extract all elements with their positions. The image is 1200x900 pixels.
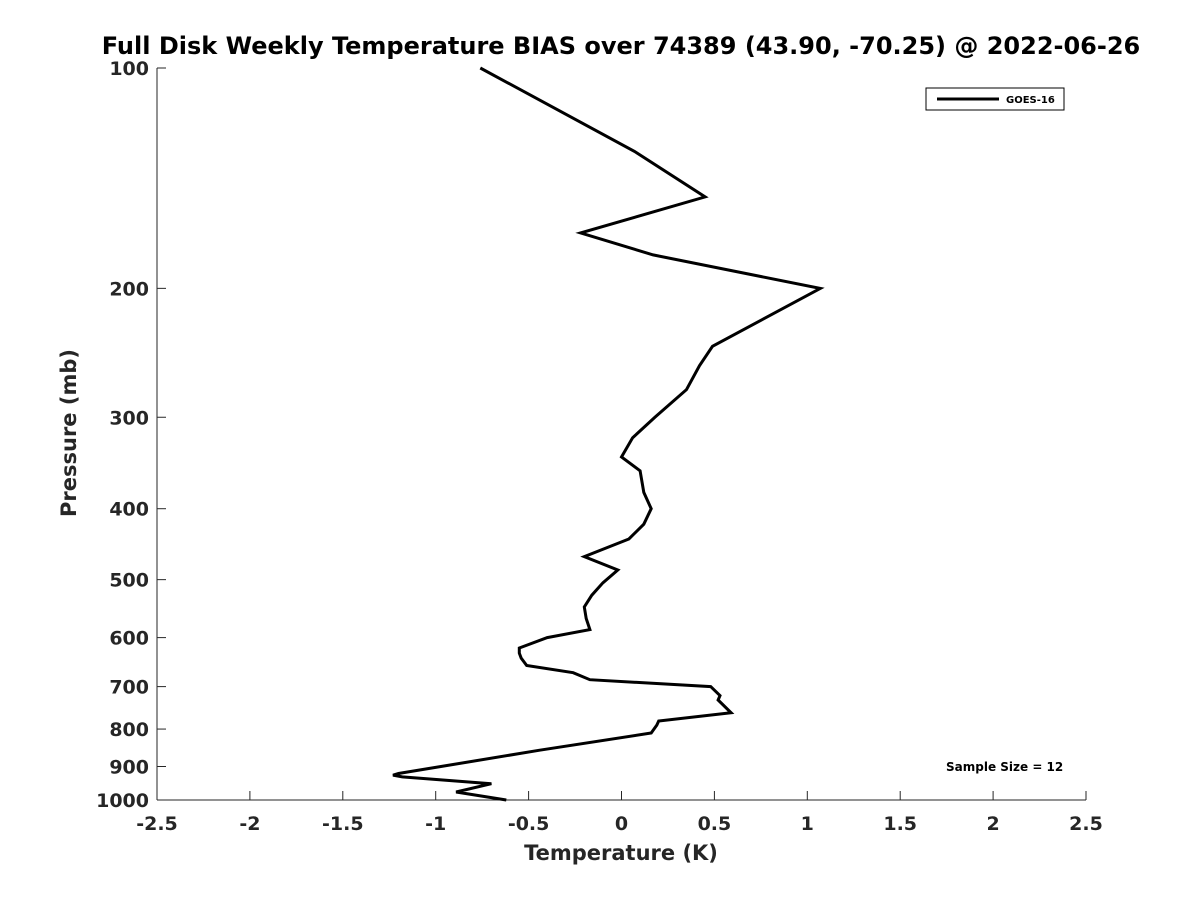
x-tick-label: 0	[615, 813, 628, 835]
y-tick-label: 500	[109, 570, 149, 592]
x-axis-label: Temperature (K)	[524, 841, 718, 865]
y-tick-label: 400	[109, 499, 149, 521]
y-tick-label: 800	[109, 719, 149, 741]
x-tick-label: -1.5	[322, 813, 364, 835]
x-tick-label: 0.5	[698, 813, 732, 835]
y-tick-label: 200	[109, 278, 149, 300]
y-tick-label: 600	[109, 628, 149, 650]
x-axis-ticks: -2.5 -2 -1.5 -1 -0.5 0 0.5 1 1.5 2 2.5	[136, 791, 1103, 835]
y-tick-label: 1000	[96, 790, 149, 812]
x-tick-label: -0.5	[508, 813, 550, 835]
legend-entry-goes-16: GOES-16	[1006, 95, 1055, 106]
x-tick-label: -2	[239, 813, 260, 835]
x-tick-label: 2.5	[1069, 813, 1103, 835]
series-layer	[392, 66, 825, 802]
x-tick-label: 1.5	[883, 813, 917, 835]
sample-size-annotation: Sample Size = 12	[946, 760, 1063, 774]
x-tick-label: -2.5	[136, 813, 178, 835]
series-line-goes-16	[392, 66, 825, 802]
plot-area: -2.5 -2 -1.5 -1 -0.5 0 0.5 1 1.5 2 2.5 100 200 300 40…	[96, 58, 1103, 835]
x-tick-label: -1	[425, 813, 446, 835]
x-tick-label: 1	[801, 813, 814, 835]
y-tick-label: 100	[109, 58, 149, 80]
y-axis-label: Pressure (mb)	[57, 349, 81, 517]
y-tick-label: 300	[109, 407, 149, 429]
y-tick-label: 700	[109, 677, 149, 699]
x-tick-label: 2	[986, 813, 999, 835]
y-axis-ticks: 100 200 300 400 500 600 700 800 900 1000	[96, 58, 166, 812]
chart-title: Full Disk Weekly Temperature BIAS over 7…	[102, 32, 1141, 60]
plot-frame	[157, 68, 1086, 800]
legend: GOES-16	[925, 87, 1065, 111]
y-tick-label: 900	[109, 757, 149, 779]
